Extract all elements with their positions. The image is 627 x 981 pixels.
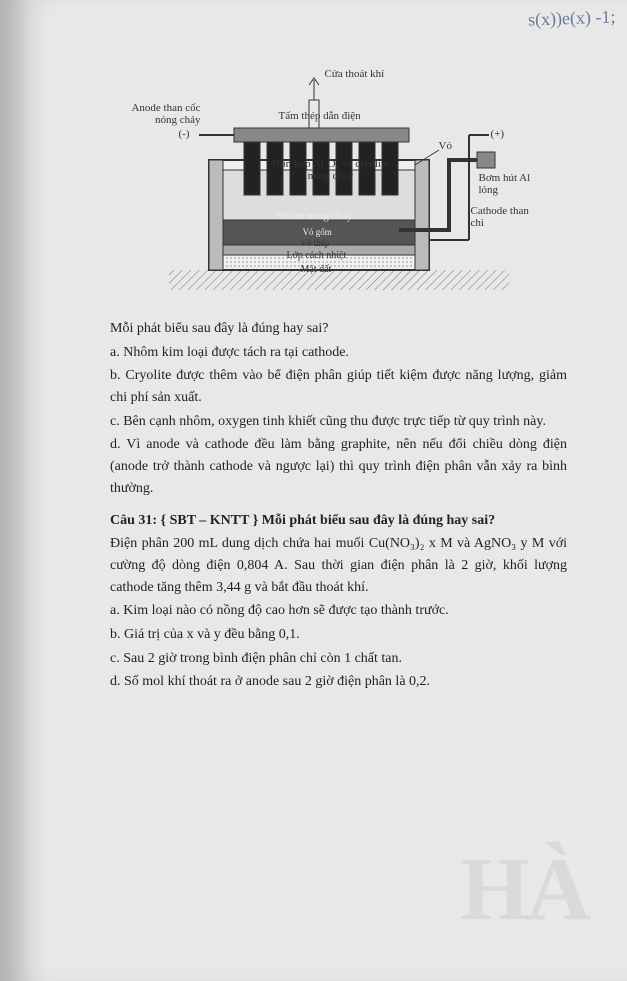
question-block-1: Mỗi phát biểu sau đây là đúng hay sai? a…	[110, 318, 567, 500]
label-molten-al: Nhôm nóng chảy	[277, 210, 353, 222]
label-vo: Vỏ	[439, 140, 452, 152]
label-anode: Anode than cốc nóng chảy	[131, 102, 201, 126]
label-plus: (+)	[491, 128, 505, 140]
label-pump: Bơm hút Al lỏng	[479, 172, 539, 196]
watermark-text: HÀ	[460, 838, 587, 941]
steel-plate	[234, 128, 409, 142]
c31-option-b: b. Giá trị của x và y đều bằng 0,1.	[110, 624, 567, 646]
q-option-d: d. Vì anode và cathode đều làm bằng grap…	[110, 434, 567, 499]
label-insulation: Lớp cách nhiệt	[287, 250, 347, 261]
c31-option-c: c. Sau 2 giờ trong bình điện phân chỉ cò…	[110, 648, 567, 670]
pump-head	[477, 152, 495, 168]
label-gas-outlet: Cửa thoát khí	[325, 68, 385, 80]
label-cathode: Cathode than chì	[471, 205, 531, 229]
q-option-c: c. Bên cạnh nhôm, oxygen tinh khiết cũng…	[110, 411, 567, 433]
label-vo-gom: Vỏ gốm	[303, 228, 332, 238]
handwritten-note: s(x))e(x) -1;	[527, 6, 615, 30]
electrolysis-diagram: Cửa thoát khí Tấm thép dẫn điện Anode th…	[149, 40, 529, 300]
q-option-a: a. Nhôm kim loại được tách ra tại cathod…	[110, 342, 567, 364]
label-ground: Mặt đất	[301, 264, 332, 275]
document-page: s(x))e(x) -1;	[0, 0, 627, 981]
c31-option-d: d. Số mol khí thoát ra ở anode sau 2 giờ…	[110, 671, 567, 693]
question-block-2: Câu 31: { SBT – KNTT } Mỗi phát biểu sau…	[110, 510, 567, 694]
q-option-b: b. Cryolite được thêm vào bể điện phân g…	[110, 365, 567, 408]
q-intro: Mỗi phát biểu sau đây là đúng hay sai?	[110, 318, 567, 340]
label-steel-plate: Tấm thép dẫn điện	[279, 110, 361, 122]
ground-layer	[169, 270, 509, 290]
ceramic-right	[415, 160, 429, 270]
label-vo-thep: Vỏ thép	[301, 239, 330, 249]
c31-intro: Điện phân 200 mL dung dịch chứa hai muối…	[110, 533, 567, 598]
c31-title: Câu 31: { SBT – KNTT } Mỗi phát biểu sau…	[110, 510, 567, 532]
label-minus: (-)	[179, 128, 190, 140]
c31-option-a: a. Kim loại nào có nồng độ cao hơn sẽ đư…	[110, 600, 567, 622]
label-mixture: Hỗn hợp Al₂O₃ và cryolite nóng chảy	[271, 158, 391, 182]
ceramic-left	[209, 160, 223, 270]
